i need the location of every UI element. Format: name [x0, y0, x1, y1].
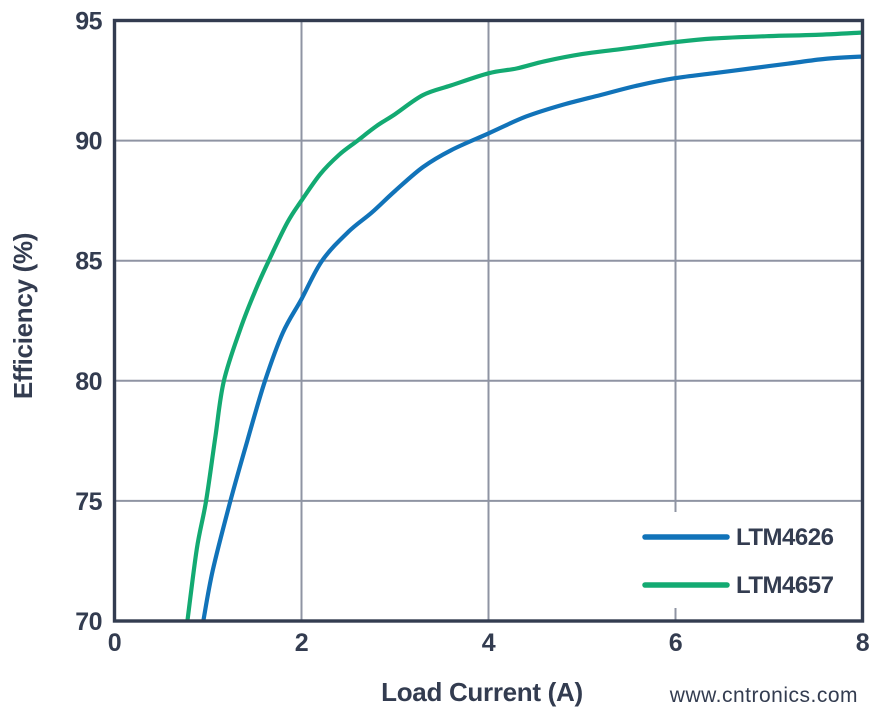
x-axis-title: Load Current (A) [381, 677, 583, 707]
data-series [185, 30, 863, 621]
x-tick-2: 2 [295, 629, 308, 657]
curve-ltm4657 [185, 30, 863, 621]
y-tick-70: 70 [75, 608, 102, 636]
y-tick-80: 80 [75, 368, 102, 396]
y-axis-tick-labels: 70 75 80 85 90 95 [75, 8, 103, 637]
legend-label-ltm4657: LTM4657 [736, 572, 834, 599]
gridlines [114, 20, 863, 621]
y-tick-90: 90 [75, 128, 102, 156]
x-tick-0: 0 [108, 629, 121, 657]
y-tick-95: 95 [75, 8, 102, 36]
curve-ltm4626 [201, 54, 863, 621]
x-tick-4: 4 [482, 629, 496, 657]
legend-background [636, 512, 854, 608]
y-axis-title: Efficiency (%) [8, 233, 38, 399]
legend: LTM4626 LTM4657 [636, 512, 854, 608]
x-axis-tick-labels: 0 2 4 6 8 [108, 629, 871, 657]
watermark: www.cntronics.com [669, 684, 858, 707]
x-tick-8: 8 [856, 629, 870, 657]
x-tick-6: 6 [669, 629, 682, 657]
y-tick-85: 85 [75, 248, 102, 276]
legend-label-ltm4626: LTM4626 [736, 524, 834, 551]
plot-border [112, 18, 865, 623]
y-tick-75: 75 [75, 488, 102, 516]
